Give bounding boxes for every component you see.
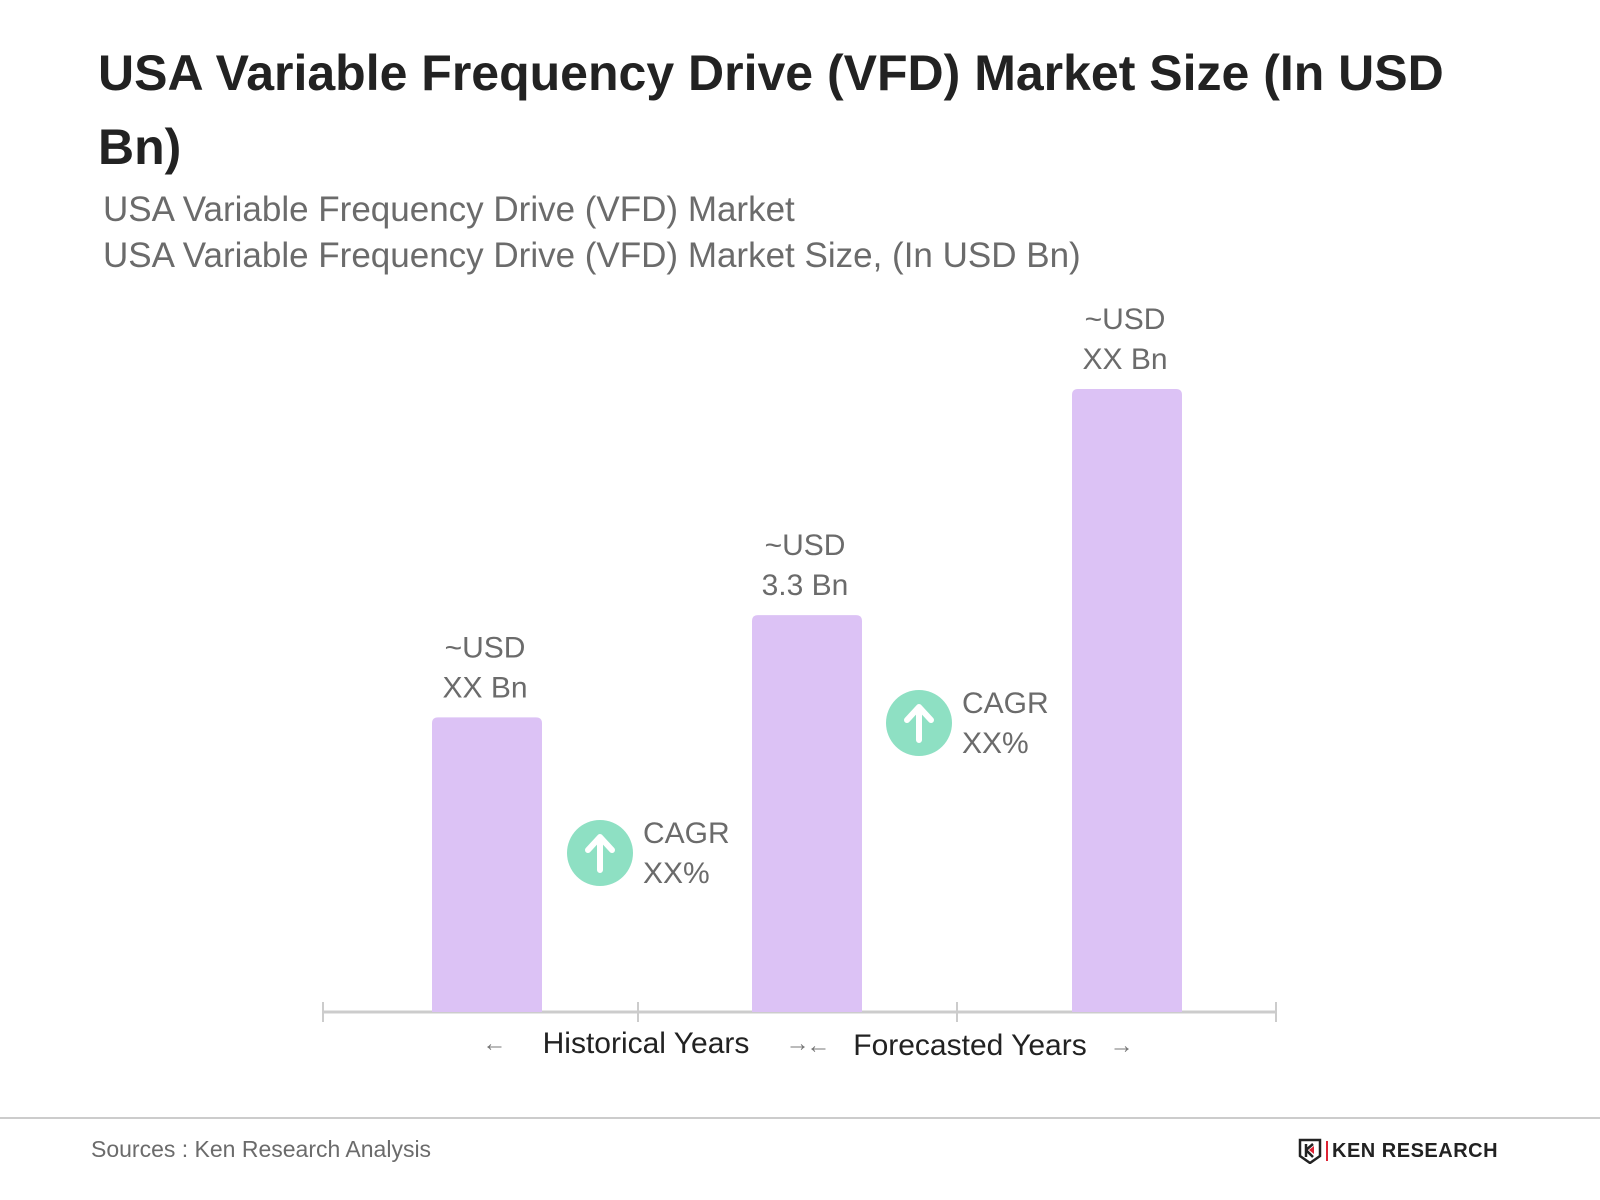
chart-subtitle: USA Variable Frequency Drive (VFD) Marke… [103, 190, 795, 229]
arrow-left-icon: ← [482, 1030, 506, 1057]
chart-title: USA Variable Frequency Drive (VFD) Marke… [98, 45, 1444, 175]
cagr-label: XX% [643, 857, 710, 890]
bar-chart: ~USD XX Bn ~USD 3.3 Bn ~USD XX Bn CAGR XX% CAGR X… [322, 303, 1277, 1062]
logo-text: KEN RESEARCH [1332, 1139, 1499, 1162]
chart-subtitle-2: USA Variable Frequency Drive (VFD) Marke… [103, 236, 1081, 275]
cagr-label: CAGR [643, 817, 730, 850]
period-label: Historical Years [543, 1027, 750, 1060]
arrow-left-icon: ← [806, 1032, 830, 1059]
arrow-up-icon [904, 704, 934, 743]
data-label: 3.3 Bn [762, 569, 849, 602]
data-label: XX Bn [442, 671, 527, 704]
data-label: XX Bn [1082, 343, 1167, 376]
cagr-label: XX% [962, 727, 1029, 760]
bar [752, 615, 862, 1012]
ken-research-logo: KEN RESEARCH [1298, 1138, 1498, 1164]
bar [432, 717, 542, 1012]
bar [1072, 389, 1182, 1012]
cagr-label: CAGR [962, 687, 1049, 720]
arrow-right-icon: → [1110, 1032, 1134, 1059]
period-label: Forecasted Years [853, 1029, 1086, 1062]
data-label: ~USD [765, 529, 846, 562]
data-label: ~USD [1085, 303, 1166, 336]
ken-logo-icon [1298, 1138, 1322, 1164]
source-note: Sources : Ken Research Analysis [91, 1136, 432, 1162]
arrow-right-icon: → [786, 1030, 810, 1057]
footer-divider [0, 1117, 1600, 1119]
data-label: ~USD [445, 631, 526, 664]
arrow-up-icon [585, 834, 615, 873]
